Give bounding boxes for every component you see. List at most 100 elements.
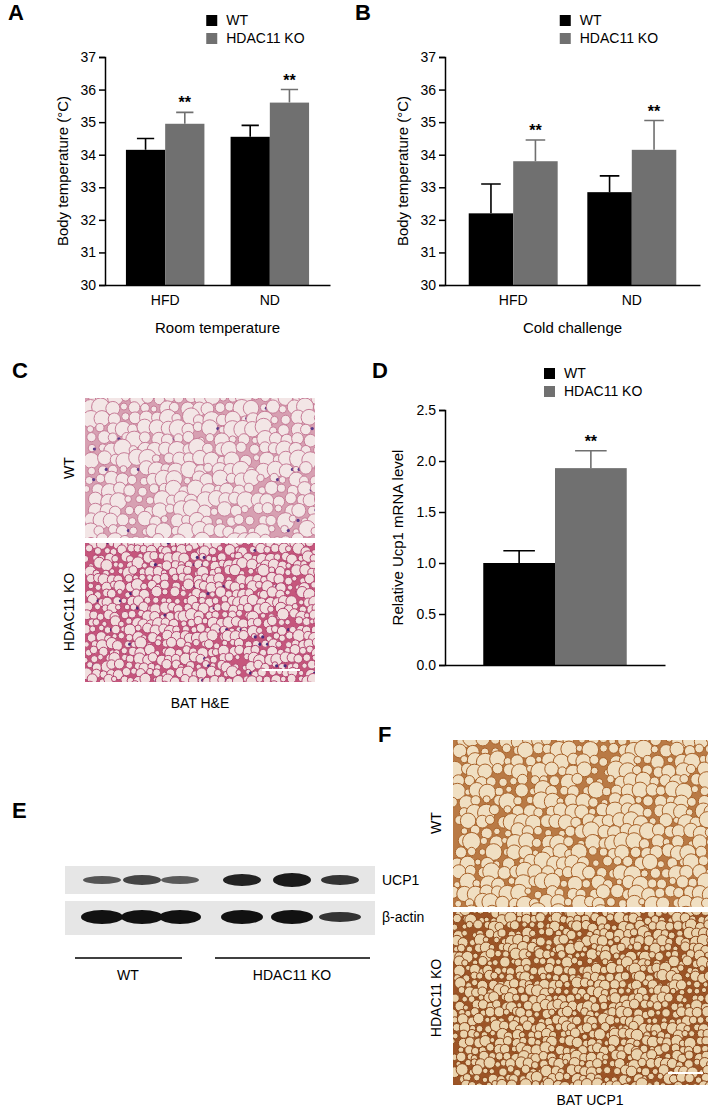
error-bar	[481, 184, 501, 213]
cell	[669, 877, 676, 884]
x-axis: HFDND	[446, 286, 701, 308]
cell	[308, 660, 315, 669]
tick-label: 0.0	[417, 657, 437, 673]
tick: 2.5	[417, 402, 445, 418]
cell	[550, 951, 555, 956]
cell	[614, 936, 621, 943]
cell	[545, 963, 554, 972]
cell	[529, 930, 535, 936]
cell	[589, 847, 597, 855]
cell	[112, 641, 122, 651]
micrograph	[85, 543, 315, 682]
cell	[121, 648, 127, 654]
cell	[286, 632, 294, 640]
cell	[498, 929, 506, 937]
cell	[657, 879, 667, 889]
tick: 2.0	[417, 453, 445, 469]
cell	[600, 745, 608, 753]
cell	[210, 656, 217, 663]
group-line	[75, 957, 182, 959]
cell	[494, 828, 500, 834]
cell	[196, 668, 207, 679]
cell	[705, 827, 708, 837]
cell	[142, 398, 154, 403]
cell	[108, 433, 117, 442]
cell	[475, 859, 481, 865]
cell	[633, 942, 641, 950]
legend-swatch	[206, 15, 217, 26]
cell	[111, 676, 116, 681]
cell	[94, 604, 100, 610]
bar	[555, 468, 627, 665]
cell	[162, 659, 172, 669]
cell	[128, 402, 139, 413]
tick-mark	[99, 57, 105, 59]
legend-swatch	[544, 386, 555, 397]
cell	[522, 922, 527, 927]
cell	[582, 946, 587, 951]
bar	[231, 137, 270, 285]
cell	[245, 532, 262, 538]
tick: 30	[420, 277, 445, 293]
cell	[553, 965, 563, 975]
cell	[312, 655, 315, 661]
cell	[244, 603, 253, 612]
cell	[205, 640, 214, 649]
nucleus	[284, 664, 287, 667]
cell	[642, 854, 657, 869]
cell	[610, 980, 620, 990]
cell	[266, 400, 279, 413]
cell	[589, 798, 598, 807]
band	[273, 873, 311, 887]
legend-swatch	[560, 15, 571, 26]
legend: WTHDAC11 KO	[206, 12, 304, 46]
cell	[141, 583, 148, 590]
cell	[467, 847, 475, 855]
cell	[183, 579, 194, 590]
panel-label: C	[12, 358, 28, 383]
cell	[515, 784, 528, 797]
tick-mark	[439, 410, 445, 412]
y-axis-title: Relative Ucp1 mRNA level	[389, 450, 406, 626]
tick: 37	[420, 49, 445, 65]
cell	[303, 654, 311, 662]
cell	[510, 906, 520, 907]
cell	[495, 950, 502, 957]
cell	[565, 826, 575, 836]
cell	[643, 808, 652, 817]
cell	[686, 764, 695, 773]
cell	[525, 888, 531, 894]
cell	[206, 434, 214, 442]
cell	[93, 619, 100, 626]
cell	[305, 543, 314, 547]
cell	[90, 611, 98, 619]
cell	[635, 740, 653, 758]
axis-line	[439, 58, 446, 286]
cell	[314, 566, 315, 577]
band	[123, 875, 161, 885]
cell	[87, 433, 96, 442]
cell	[700, 787, 708, 796]
cell	[534, 826, 543, 835]
annotation: **	[529, 122, 542, 139]
cell	[119, 621, 125, 627]
cell	[194, 532, 211, 538]
cell	[599, 758, 608, 767]
band	[221, 910, 263, 924]
cell	[656, 786, 665, 795]
tick: 35	[420, 114, 445, 130]
tick-mark	[439, 614, 445, 616]
nucleus	[167, 543, 170, 545]
error-bar	[575, 451, 607, 468]
tick: HFD	[499, 292, 528, 308]
tick: 35	[80, 114, 105, 130]
legend-item: HDAC11 KO	[544, 383, 642, 399]
cell	[529, 975, 534, 980]
cell	[613, 857, 622, 866]
cell	[260, 613, 265, 618]
cell	[202, 660, 209, 667]
cell	[301, 424, 312, 435]
cell	[476, 740, 490, 746]
cell	[85, 681, 94, 682]
cell	[151, 586, 162, 597]
